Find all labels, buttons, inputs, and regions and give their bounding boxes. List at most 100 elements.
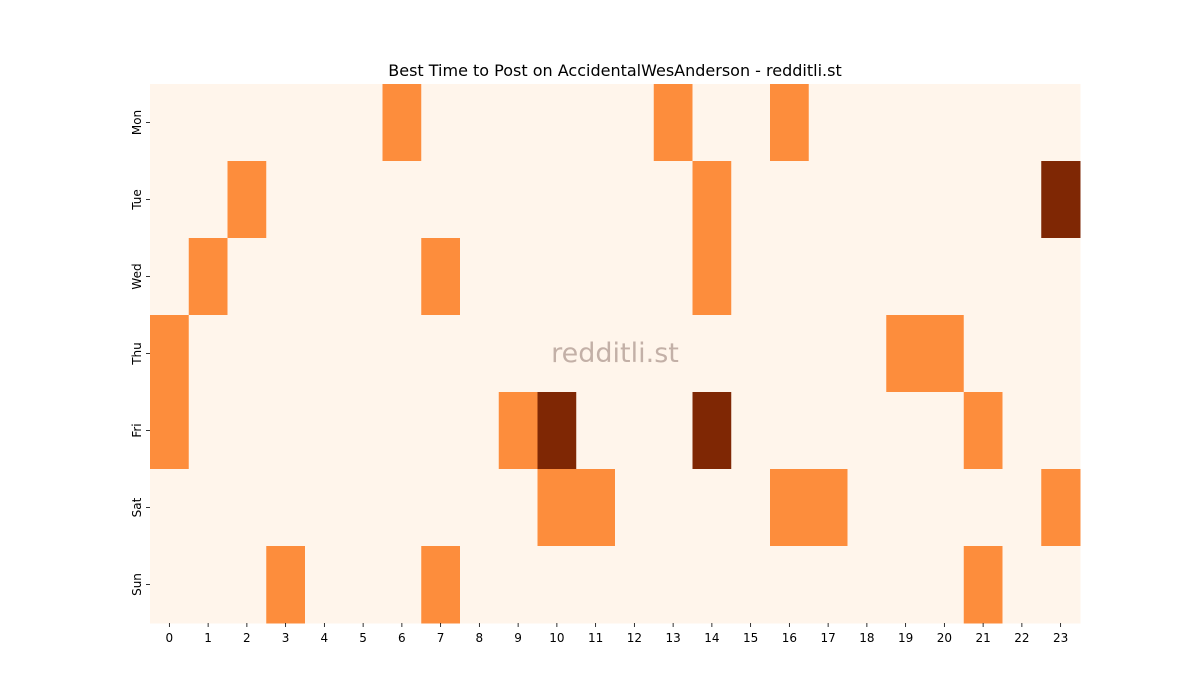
heatmap-cell-sat-15 [731, 469, 771, 547]
heatmap-cell-wed-11 [576, 238, 616, 316]
heatmap-cell-sun-22 [1002, 546, 1042, 624]
heatmap-cell-wed-15 [731, 238, 771, 316]
heatmap-cell-mon-13 [653, 84, 693, 162]
x-tick-label: 4 [321, 631, 329, 645]
heatmap-cell-sun-13 [653, 546, 693, 624]
heatmap-cell-mon-6 [382, 84, 422, 162]
x-tick-label: 19 [898, 631, 913, 645]
heatmap-cell-fri-23 [1041, 392, 1081, 470]
heatmap-cell-mon-7 [421, 84, 461, 162]
heatmap-cell-sun-16 [770, 546, 810, 624]
heatmap-cell-mon-21 [963, 84, 1003, 162]
x-tick-label: 22 [1014, 631, 1029, 645]
heatmap-cell-wed-7 [421, 238, 461, 316]
heatmap-cell-tue-10 [537, 161, 577, 239]
y-tick-label: Tue [130, 189, 144, 211]
heatmap-cell-sat-2 [227, 469, 267, 547]
heatmap-cell-thu-7 [421, 315, 461, 393]
heatmap-cell-wed-16 [770, 238, 810, 316]
heatmap-cell-mon-18 [847, 84, 887, 162]
x-tick-label: 10 [549, 631, 564, 645]
heatmap-cell-fri-18 [847, 392, 887, 470]
x-tick-label: 8 [476, 631, 484, 645]
heatmap-cell-sat-1 [188, 469, 228, 547]
y-axis: Mon Tue Wed Thu Fri Sat Sun [130, 110, 150, 596]
heatmap-cell-thu-1 [188, 315, 228, 393]
heatmap-cell-fri-2 [227, 392, 267, 470]
watermark: redditli.st [551, 338, 679, 369]
heatmap-cell-fri-22 [1002, 392, 1042, 470]
heatmap-cell-sun-7 [421, 546, 461, 624]
heatmap-cell-tue-11 [576, 161, 616, 239]
heatmap-cell-thu-13 [653, 315, 693, 393]
heatmap-cell-sat-20 [925, 469, 965, 547]
heatmap-cell-mon-15 [731, 84, 771, 162]
x-tick-label: 2 [243, 631, 251, 645]
heatmap-cell-fri-8 [460, 392, 500, 470]
heatmap-cell-sat-13 [653, 469, 693, 547]
heatmap-cell-sat-7 [421, 469, 461, 547]
x-tick-label: 7 [437, 631, 445, 645]
x-tick-label: 3 [282, 631, 290, 645]
x-tick-label: 12 [627, 631, 642, 645]
heatmap-cell-tue-8 [460, 161, 500, 239]
heatmap-cell-sun-8 [460, 546, 500, 624]
x-tick-label: 11 [588, 631, 603, 645]
x-tick-label: 6 [398, 631, 406, 645]
heatmap-cell-sat-19 [886, 469, 926, 547]
heatmap-cell-tue-2 [227, 161, 267, 239]
heatmap-cell-sun-21 [963, 546, 1003, 624]
x-tick-label: 15 [743, 631, 758, 645]
heatmap-cell-tue-21 [963, 161, 1003, 239]
heatmap-cell-thu-0 [150, 315, 190, 393]
heatmap-cell-wed-0 [150, 238, 190, 316]
heatmap-cell-sun-14 [692, 546, 732, 624]
heatmap-cell-sun-12 [615, 546, 655, 624]
heatmap-cell-wed-5 [343, 238, 383, 316]
x-tick-label: 13 [665, 631, 680, 645]
heatmap-cell-thu-2 [227, 315, 267, 393]
heatmap-cell-wed-10 [537, 238, 577, 316]
heatmap-cell-fri-5 [343, 392, 383, 470]
heatmap-cell-mon-8 [460, 84, 500, 162]
heatmap-cell-sun-10 [537, 546, 577, 624]
heatmap-cell-wed-8 [460, 238, 500, 316]
heatmap-cell-thu-22 [1002, 315, 1042, 393]
heatmap-cell-wed-13 [653, 238, 693, 316]
heatmap-cell-fri-6 [382, 392, 422, 470]
heatmap-cell-sat-11 [576, 469, 616, 547]
heatmap-cell-mon-19 [886, 84, 926, 162]
heatmap-cell-sat-10 [537, 469, 577, 547]
heatmap-cell-tue-23 [1041, 161, 1081, 239]
heatmap-cell-mon-23 [1041, 84, 1081, 162]
heatmap-cell-mon-20 [925, 84, 965, 162]
heatmap-cell-tue-13 [653, 161, 693, 239]
heatmap-cell-wed-22 [1002, 238, 1042, 316]
heatmap-cell-thu-17 [808, 315, 848, 393]
heatmap-cell-mon-10 [537, 84, 577, 162]
heatmap-cell-sat-8 [460, 469, 500, 547]
heatmap-cell-tue-16 [770, 161, 810, 239]
heatmap-cell-mon-14 [692, 84, 732, 162]
heatmap-cell-fri-11 [576, 392, 616, 470]
heatmap-cell-tue-6 [382, 161, 422, 239]
heatmap-cell-wed-23 [1041, 238, 1081, 316]
heatmap-cell-mon-22 [1002, 84, 1042, 162]
heatmap-cell-fri-4 [305, 392, 345, 470]
x-tick-label: 21 [975, 631, 990, 645]
x-tick-label: 23 [1053, 631, 1068, 645]
heatmap-cell-sun-23 [1041, 546, 1081, 624]
heatmap-cell-sat-5 [343, 469, 383, 547]
heatmap-cell-sun-17 [808, 546, 848, 624]
heatmap-cell-tue-15 [731, 161, 771, 239]
heatmap-cell-fri-9 [498, 392, 538, 470]
heatmap-cell-thu-19 [886, 315, 926, 393]
heatmap-cell-fri-10 [537, 392, 577, 470]
heatmap-cell-sun-9 [498, 546, 538, 624]
heatmap-cell-fri-1 [188, 392, 228, 470]
heatmap-cell-wed-17 [808, 238, 848, 316]
heatmap-cell-tue-22 [1002, 161, 1042, 239]
heatmap-cell-tue-5 [343, 161, 383, 239]
